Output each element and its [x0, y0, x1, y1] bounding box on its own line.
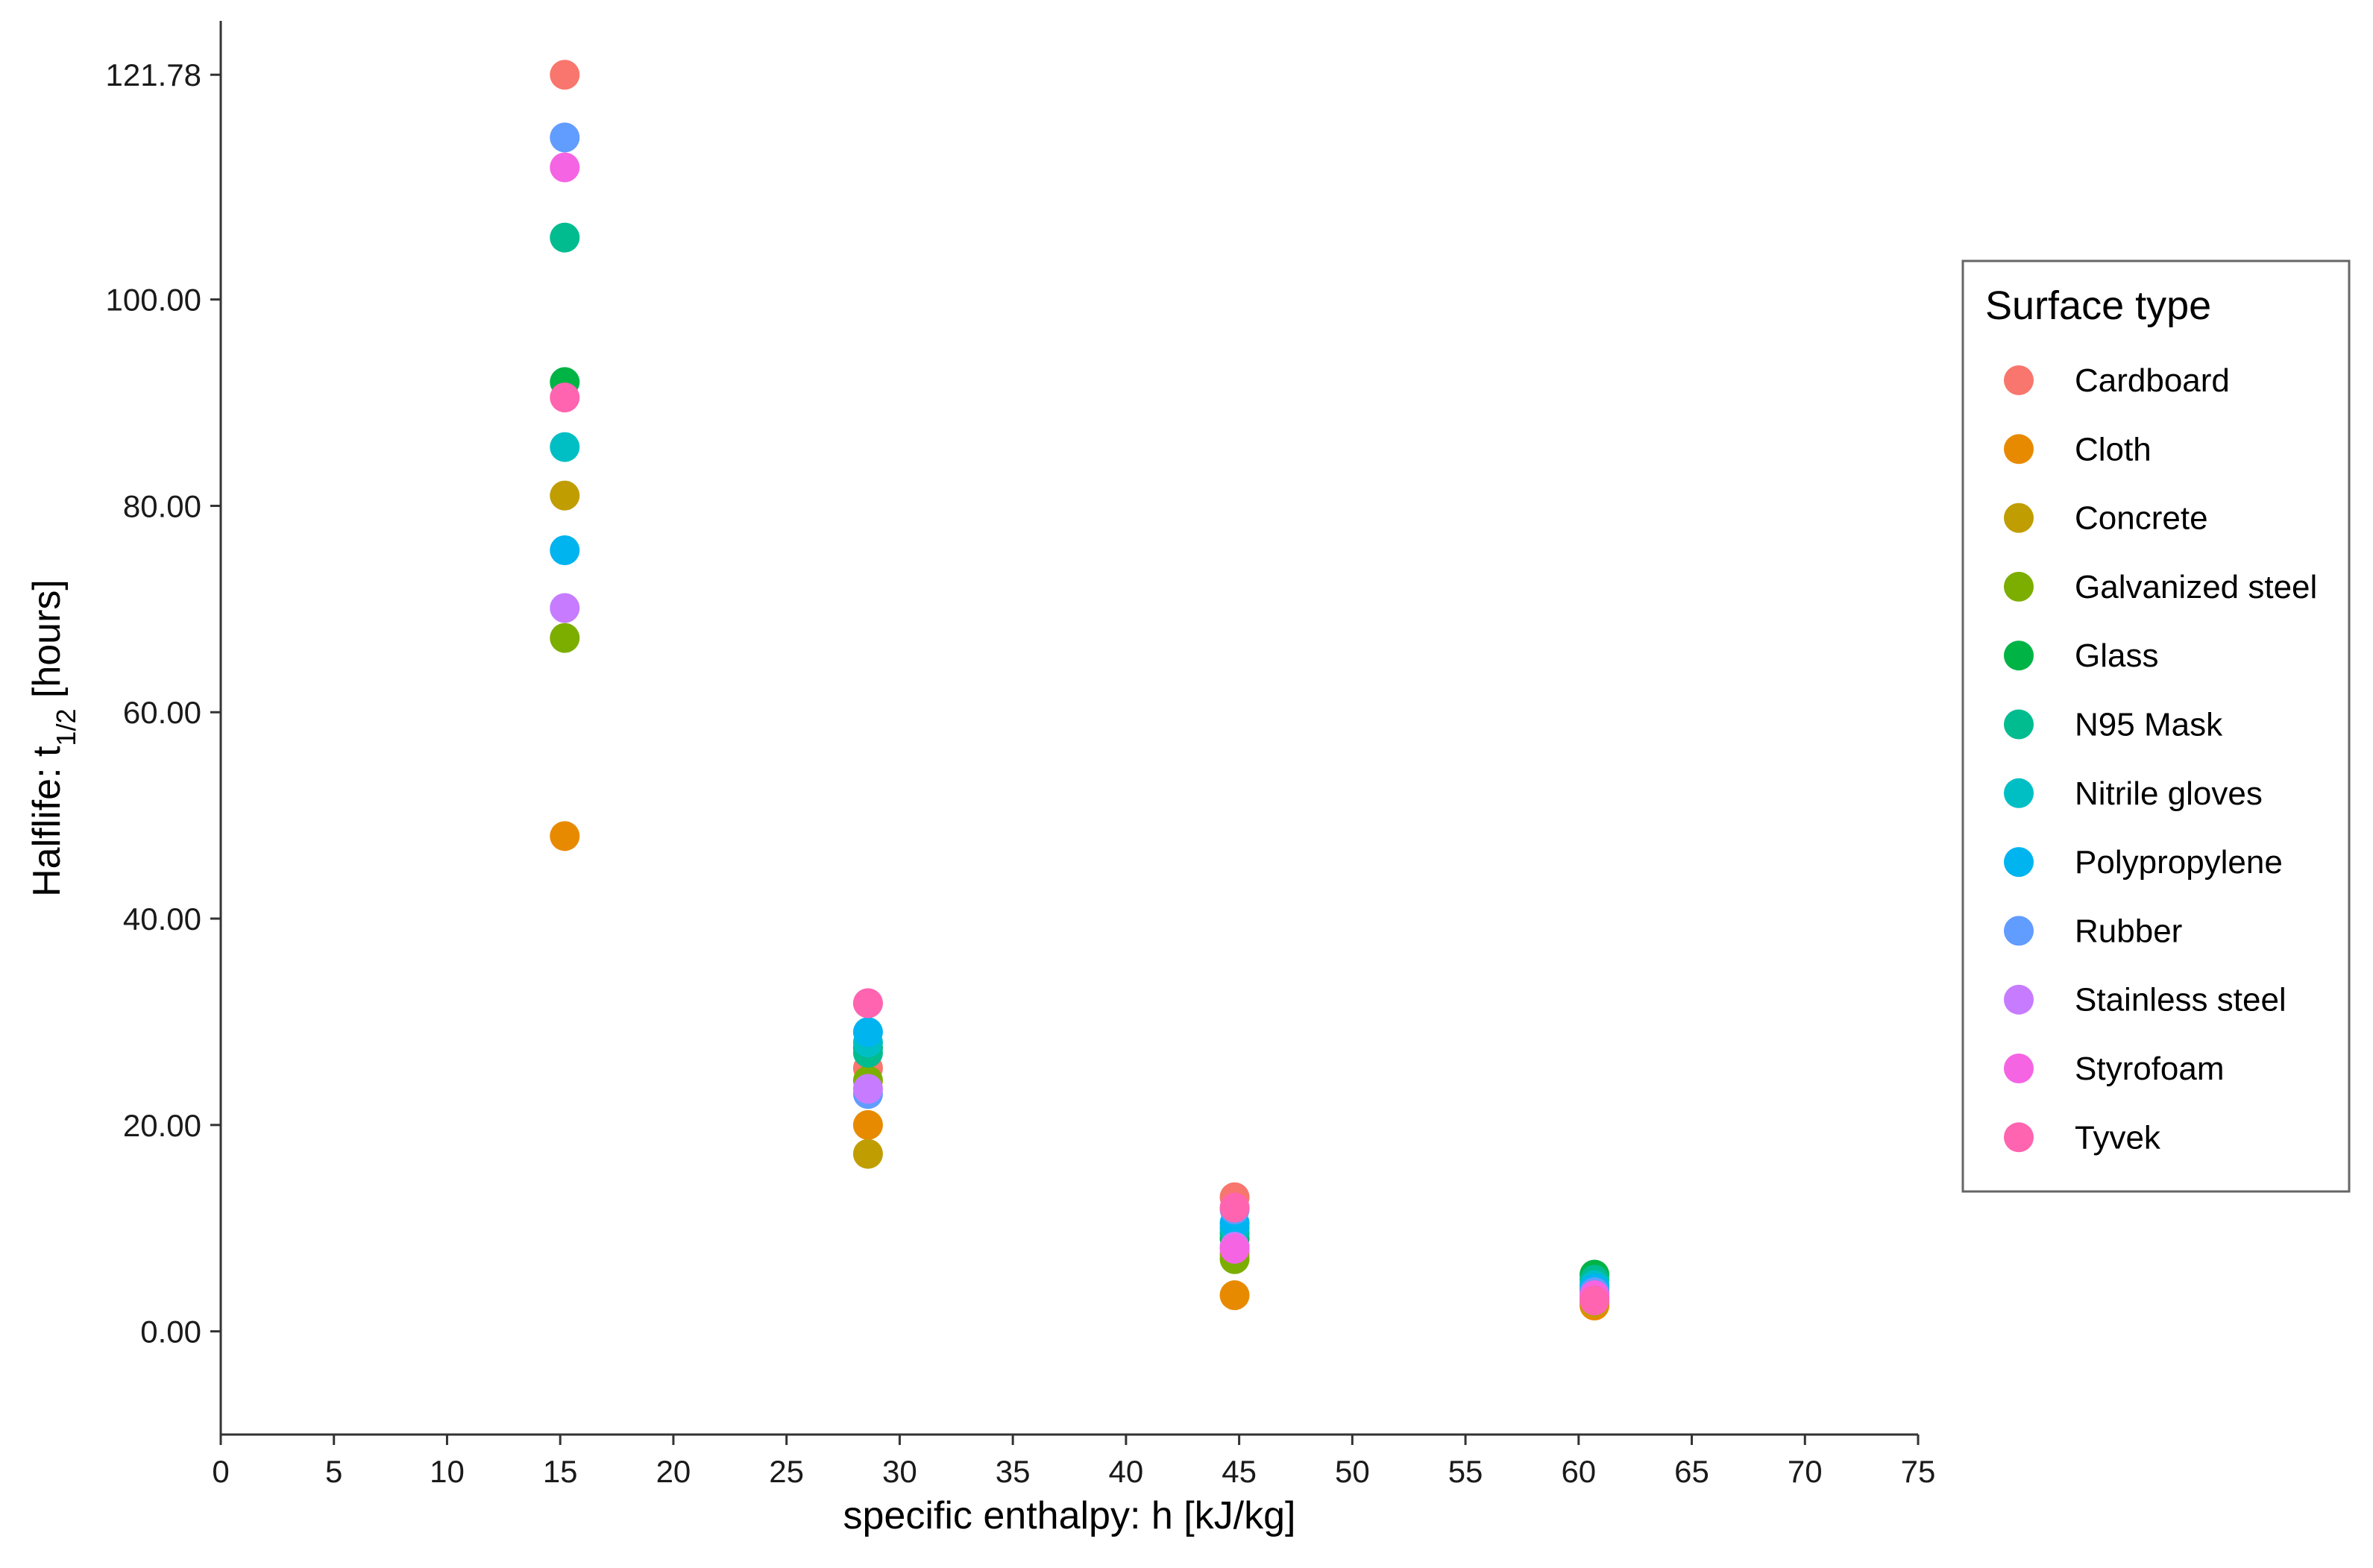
- y-tick-label: 80.00: [123, 488, 201, 523]
- legend-label: Cardboard: [2075, 362, 2230, 399]
- legend-swatch: [2004, 916, 2034, 946]
- point-cloth: [1219, 1280, 1250, 1311]
- legend-swatch: [2004, 709, 2034, 740]
- x-axis-title: specific enthalpy: h [kJ/kg]: [843, 1494, 1296, 1537]
- legend-items: Cardboard Cloth Concrete Galvanized steel Gl…: [2004, 362, 2317, 1156]
- point-stainless-steel: [550, 593, 580, 623]
- x-tick-label: 40: [1109, 1454, 1144, 1489]
- legend-swatch: [2004, 503, 2034, 533]
- legend-swatch: [2004, 571, 2034, 602]
- legend-swatch: [2004, 365, 2034, 395]
- x-tick-label: 35: [996, 1454, 1031, 1489]
- point-cloth: [550, 821, 580, 851]
- data-points: [550, 60, 1610, 1321]
- point-cardboard: [550, 60, 580, 90]
- x-tick-label: 15: [543, 1454, 578, 1489]
- point-concrete: [550, 480, 580, 511]
- point-tyvek: [852, 988, 883, 1018]
- legend-label: Stainless steel: [2075, 982, 2286, 1018]
- legend: Surface type Cardboard Cloth Concrete Galva…: [1961, 259, 2351, 1193]
- point-styrofoam: [1219, 1233, 1250, 1264]
- legend-label: Rubber: [2075, 913, 2182, 949]
- y-tick-label: 40.00: [123, 901, 201, 936]
- legend-label: Cloth: [2075, 431, 2152, 467]
- x-tick-label: 70: [1788, 1454, 1823, 1489]
- point-stainless-steel: [852, 1074, 883, 1104]
- x-tick-label: 60: [1561, 1454, 1596, 1489]
- legend-swatch: [2004, 778, 2034, 808]
- y-tick-label: 60.00: [123, 695, 201, 730]
- point-polypropylene: [550, 535, 580, 565]
- x-tick-label: 75: [1901, 1454, 1936, 1489]
- x-tick-label: 5: [325, 1454, 342, 1489]
- legend-swatch: [2004, 1054, 2034, 1083]
- x-tick-label: 65: [1674, 1454, 1709, 1489]
- point-nitrile-gloves: [550, 432, 580, 462]
- y-tick-label: 0.00: [140, 1314, 201, 1350]
- y-ticks: 0.00 20.00 40.00 60.00 80.00 100.00 121.78: [106, 57, 221, 1350]
- legend-swatch: [2004, 640, 2034, 671]
- point-polypropylene: [852, 1017, 883, 1048]
- y-tick-label: 100.00: [106, 283, 201, 318]
- x-tick-label: 30: [882, 1454, 917, 1489]
- y-axis-title-subscript: 1/2: [51, 709, 81, 746]
- legend-label: Galvanized steel: [2075, 569, 2317, 605]
- legend-swatch: [2004, 434, 2034, 465]
- legend-title: Surface type: [1985, 283, 2211, 328]
- point-tyvek: [550, 382, 580, 413]
- y-tick-label: 121.78: [106, 57, 201, 92]
- x-tick-label: 50: [1335, 1454, 1370, 1489]
- point-styrofoam: [550, 152, 580, 183]
- point-galvanized-steel: [550, 623, 580, 653]
- x-tick-label: 10: [430, 1454, 465, 1489]
- x-tick-label: 0: [212, 1454, 229, 1489]
- x-tick-label: 45: [1222, 1454, 1257, 1489]
- x-ticks: 0 5 10 15 20 25 30 35 40 45 50 55 60 65 70 75: [212, 1435, 1935, 1489]
- legend-label: Polypropylene: [2075, 844, 2283, 881]
- legend-label: Concrete: [2075, 500, 2208, 537]
- x-tick-label: 25: [769, 1454, 804, 1489]
- point-rubber: [550, 122, 580, 153]
- axes: [219, 21, 1918, 1436]
- x-tick-label: 55: [1448, 1454, 1483, 1489]
- legend-label: Tyvek: [2075, 1119, 2161, 1156]
- point-n95-mask: [550, 222, 580, 253]
- y-tick-label: 20.00: [123, 1108, 201, 1143]
- legend-label: N95 Mask: [2075, 707, 2223, 743]
- legend-label: Nitrile gloves: [2075, 775, 2263, 812]
- y-axis-title: Halflife: t1/2 [hours]: [25, 579, 81, 897]
- point-tyvek: [1580, 1285, 1610, 1316]
- legend-swatch: [2004, 984, 2034, 1015]
- y-axis-title-main: Halflife: t: [25, 746, 69, 897]
- legend-label: Glass: [2075, 637, 2158, 674]
- y-axis-title-suffix: [hours]: [25, 579, 69, 708]
- legend-swatch: [2004, 1122, 2034, 1153]
- legend-swatch: [2004, 847, 2034, 878]
- x-tick-label: 20: [656, 1454, 691, 1489]
- point-cloth: [852, 1109, 883, 1140]
- point-tyvek: [1219, 1192, 1250, 1223]
- legend-label: Styrofoam: [2075, 1051, 2225, 1087]
- point-concrete: [852, 1139, 883, 1169]
